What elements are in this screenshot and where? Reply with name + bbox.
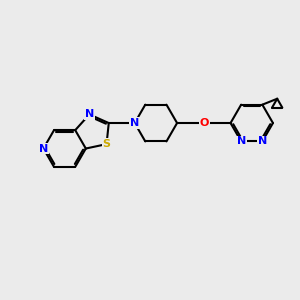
Text: N: N: [236, 136, 246, 146]
Text: N: N: [258, 136, 267, 146]
Text: N: N: [39, 143, 48, 154]
Text: S: S: [103, 139, 110, 149]
Text: O: O: [200, 118, 209, 128]
Text: N: N: [130, 118, 139, 128]
Text: N: N: [85, 110, 94, 119]
